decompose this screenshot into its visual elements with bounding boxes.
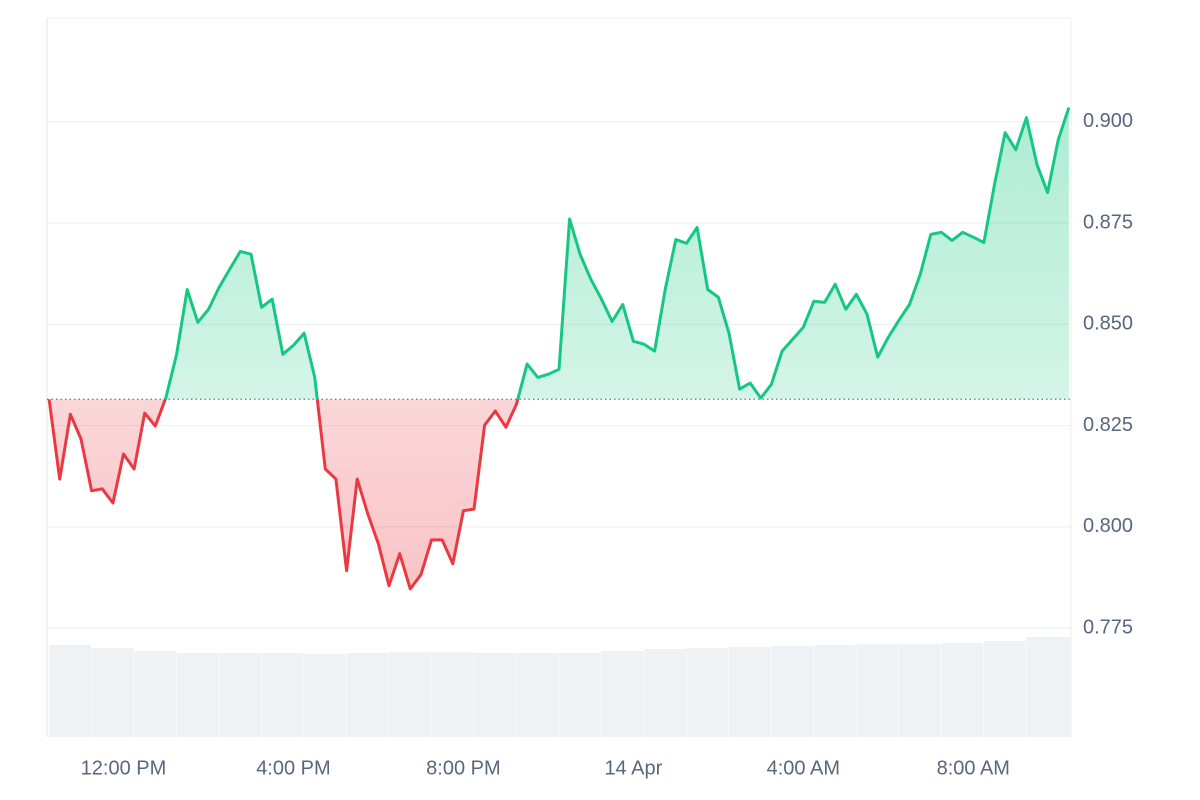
volume-bar — [389, 652, 431, 737]
area-up — [49, 107, 1069, 400]
price-line-up — [49, 107, 1071, 400]
volume-bar — [176, 653, 219, 737]
y-tick-label: 0.825 — [1083, 414, 1133, 436]
volume-bar — [559, 653, 601, 737]
area-down — [49, 399, 518, 589]
volume-bar — [346, 653, 389, 737]
y-tick-label: 0.800 — [1083, 515, 1133, 537]
volume-bar — [304, 654, 346, 737]
volume-bar — [261, 653, 304, 737]
x-tick-label: 8:00 PM — [426, 757, 500, 779]
volume-bar — [91, 648, 134, 737]
volume-bar — [941, 643, 984, 737]
x-tick-label: 4:00 PM — [256, 757, 330, 779]
volume-bar — [983, 641, 1026, 737]
volume-bar — [601, 651, 644, 737]
x-tick-label: 14 Apr — [604, 757, 662, 779]
volume-bar — [219, 653, 261, 737]
volume-bar — [1026, 637, 1071, 737]
volume-bar — [431, 652, 474, 737]
volume-bar — [856, 644, 899, 737]
y-tick-label: 0.775 — [1083, 616, 1133, 638]
y-tick-label: 0.875 — [1083, 211, 1133, 233]
x-tick-label: 4:00 AM — [767, 757, 840, 779]
volume-bar — [516, 653, 559, 737]
volume-bar — [771, 646, 814, 737]
volume-bar — [728, 647, 771, 737]
plot-frame — [46, 17, 1072, 737]
volume-bar — [813, 645, 856, 737]
volume-bar — [134, 651, 176, 737]
volume-bar — [898, 644, 941, 737]
x-tick-label: 8:00 AM — [937, 757, 1010, 779]
y-tick-label: 0.850 — [1083, 313, 1133, 335]
y-tick-label: 0.900 — [1083, 110, 1133, 132]
volume-bar — [49, 645, 92, 737]
volume-bar — [643, 649, 686, 737]
volume-bar — [474, 653, 516, 737]
volume-bar — [686, 648, 729, 737]
x-tick-label: 12:00 PM — [81, 757, 167, 779]
